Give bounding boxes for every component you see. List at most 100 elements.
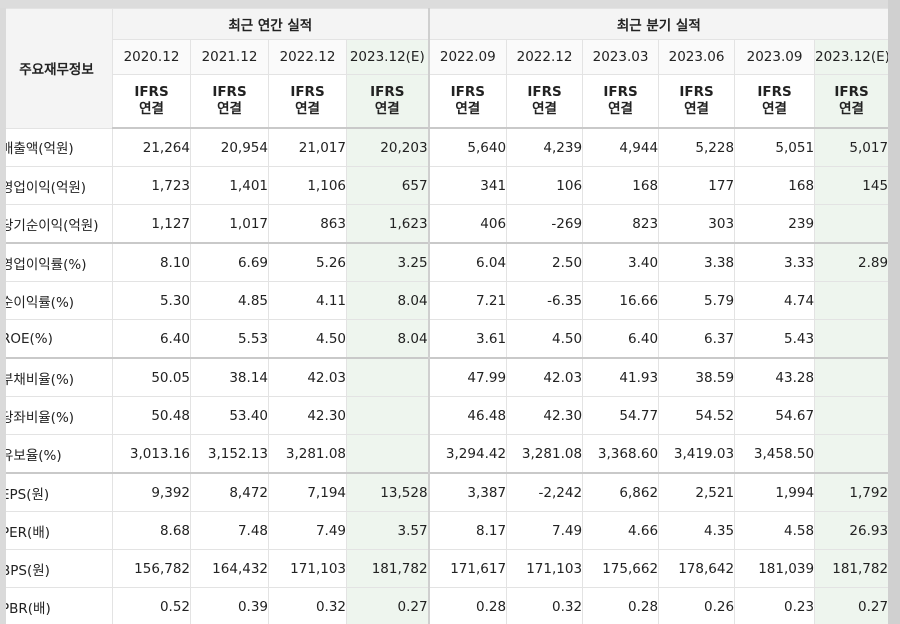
table-cell: 3.33: [734, 242, 816, 282]
table-cell: 3.40: [582, 242, 660, 282]
table-cell: 9,392: [112, 472, 191, 512]
table-cell: 7.48: [190, 511, 269, 550]
table-cell: 171,103: [268, 549, 347, 588]
table-cell: -269: [506, 204, 584, 244]
table-cell: 239: [734, 204, 816, 244]
table-cell: 7.21: [428, 281, 508, 320]
basis-header: IFRS 연결: [658, 74, 736, 129]
row-label: 순이익률(%): [0, 281, 113, 320]
table-row: 매출액(억원) 21,264 20,954 21,017 20,203 5,640 4,23…: [0, 127, 888, 167]
table-cell: 42.30: [268, 396, 347, 435]
table-cell: 3.38: [658, 242, 736, 282]
table-cell: 3,152.13: [190, 434, 269, 474]
table-cell: 20,203: [345, 127, 430, 167]
table-cell: [345, 434, 430, 474]
table-cell: 0.27: [345, 587, 430, 624]
basis-standard: IFRS: [134, 84, 169, 100]
table-cell: 3,458.50: [734, 434, 816, 474]
table-cell: 20,954: [190, 127, 269, 167]
row-label: 유보율(%): [0, 434, 113, 474]
table-cell: 54.52: [658, 396, 736, 435]
basis-header: IFRS 연결: [734, 74, 816, 129]
basis-header: IFRS 연결: [345, 74, 430, 129]
table-cell: 43.28: [734, 357, 816, 397]
row-label: 당기순이익(억원): [0, 204, 113, 244]
table-cell: 2.50: [506, 242, 584, 282]
period-header: 2023.09: [734, 39, 816, 75]
table-cell: 156,782: [112, 549, 191, 588]
table-cell: 8.17: [428, 511, 508, 550]
table-cell: 4.50: [268, 319, 347, 359]
table-cell: 13,528: [345, 472, 430, 512]
row-label: PBR(배): [0, 587, 113, 624]
table-row: 영업이익률(%) 8.10 6.69 5.26 3.25 6.04 2.50 3.40 3.38…: [0, 242, 888, 282]
table-cell: 5.26: [268, 242, 347, 282]
table-cell: 4.11: [268, 281, 347, 320]
table-cell: 1,792: [814, 472, 888, 512]
table-cell: 4.66: [582, 511, 660, 550]
table-row: 당좌비율(%) 50.48 53.40 42.30 46.48 42.30 54.77 54.…: [0, 396, 888, 435]
row-label: PER(배): [0, 511, 113, 550]
table-cell: [345, 357, 430, 397]
table-row: 당기순이익(억원) 1,127 1,017 863 1,623 406 -269 823 303…: [0, 204, 888, 244]
basis-standard: IFRS: [212, 84, 247, 100]
table-cell: 7.49: [506, 511, 584, 550]
table-cell: 1,127: [112, 204, 191, 244]
table-cell: 1,623: [345, 204, 430, 244]
table-cell: 4.85: [190, 281, 269, 320]
table-cell: 177: [658, 166, 736, 205]
basis-scope: 연결: [139, 101, 164, 117]
table-cell: 5.53: [190, 319, 269, 359]
basis-header-row: IFRS 연결 IFRS 연결 IFRS 연결 IFRS 연결 IFRS 연결 IFRS 연결 IFRS…: [1, 74, 888, 129]
table-cell: 6.40: [112, 319, 191, 359]
table-cell: 303: [658, 204, 736, 244]
basis-header: IFRS 연결: [428, 74, 508, 129]
table-row: 부채비율(%) 50.05 38.14 42.03 47.99 42.03 41.93 38.…: [0, 357, 888, 397]
row-label: 영업이익(억원): [0, 166, 113, 205]
table-cell: 6,862: [582, 472, 660, 512]
basis-standard: IFRS: [603, 84, 638, 100]
table-cell: 26.93: [814, 511, 888, 550]
table-cell: 4.35: [658, 511, 736, 550]
table-row: PBR(배) 0.52 0.39 0.32 0.27 0.28 0.32 0.28 0.26 0.…: [0, 587, 888, 624]
basis-standard: IFRS: [757, 84, 792, 100]
table-cell: 6.40: [582, 319, 660, 359]
period-header: 2020.12: [112, 39, 191, 75]
table-cell: 8,472: [190, 472, 269, 512]
table-cell: 3,368.60: [582, 434, 660, 474]
basis-scope: 연결: [374, 101, 400, 117]
table-cell: 21,017: [268, 127, 347, 167]
table-row: EPS(원) 9,392 8,472 7,194 13,528 3,387 -2,242 6,…: [0, 472, 888, 512]
table-cell: 50.48: [112, 396, 191, 435]
table-cell: 5,017: [814, 127, 888, 167]
basis-scope: 연결: [532, 101, 557, 117]
table-cell: 823: [582, 204, 660, 244]
row-label: 영업이익률(%): [0, 242, 113, 282]
basis-header: IFRS 연결: [112, 74, 191, 129]
table-cell: 1,106: [268, 166, 347, 205]
basis-scope: 연결: [455, 101, 481, 117]
period-header-row: 2020.12 2021.12 2022.12 2023.12(E) 2022.09 20…: [1, 39, 888, 75]
table-cell: [345, 396, 430, 435]
table-cell: 0.52: [112, 587, 191, 624]
row-label: 매출액(억원): [0, 127, 113, 167]
table-cell: 0.28: [582, 587, 660, 624]
table-cell: 6.37: [658, 319, 736, 359]
table-cell: 47.99: [428, 357, 508, 397]
basis-standard: IFRS: [679, 84, 714, 100]
financial-table-panel: 주요재무정보 최근 연간 실적 최근 분기 실적 2020.12 2021.12 2…: [0, 8, 888, 624]
table-cell: 145: [814, 166, 888, 205]
quarter-group-header: 최근 분기 실적: [428, 8, 888, 40]
table-cell: 1,401: [190, 166, 269, 205]
table-cell: 5,640: [428, 127, 508, 167]
basis-header: IFRS 연결: [582, 74, 660, 129]
table-row: 순이익률(%) 5.30 4.85 4.11 8.04 7.21 -6.35 16.66 5.7…: [0, 281, 888, 320]
table-cell: 46.48: [428, 396, 508, 435]
table-cell: 3,013.16: [112, 434, 191, 474]
table-cell: 54.77: [582, 396, 660, 435]
table-cell: 164,432: [190, 549, 269, 588]
table-cell: 3,419.03: [658, 434, 736, 474]
basis-standard: IFRS: [527, 84, 562, 100]
table-cell: 168: [582, 166, 660, 205]
table-cell: 8.10: [112, 242, 191, 282]
